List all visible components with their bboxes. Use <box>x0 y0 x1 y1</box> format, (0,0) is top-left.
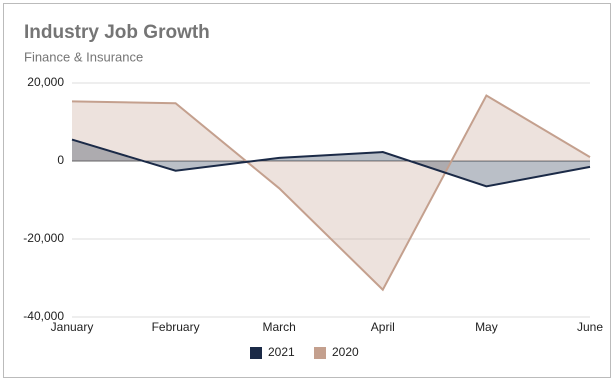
y-tick-label: 0 <box>57 153 64 167</box>
legend-swatch <box>314 347 326 359</box>
line <box>71 94 591 292</box>
x-tick-label: February <box>152 320 200 334</box>
line <box>71 138 591 188</box>
x-tick-label: June <box>577 320 603 334</box>
x-tick-label: April <box>371 320 395 334</box>
area-fill <box>72 139 590 187</box>
y-tick-label: -20,000 <box>23 231 64 245</box>
card-border <box>3 3 611 378</box>
x-tick-label: May <box>475 320 498 334</box>
legend-swatch <box>250 347 262 359</box>
legend-label: 2021 <box>268 345 295 359</box>
x-tick-label: January <box>51 320 94 334</box>
x-tick-label: March <box>263 320 296 334</box>
chart-title: Industry Job Growth <box>24 22 210 43</box>
chart-subtitle: Finance & Insurance <box>24 49 143 64</box>
y-tick-label: 20,000 <box>27 75 64 89</box>
y-tick-label: -40,000 <box>23 309 64 323</box>
legend-label: 2020 <box>332 345 359 359</box>
